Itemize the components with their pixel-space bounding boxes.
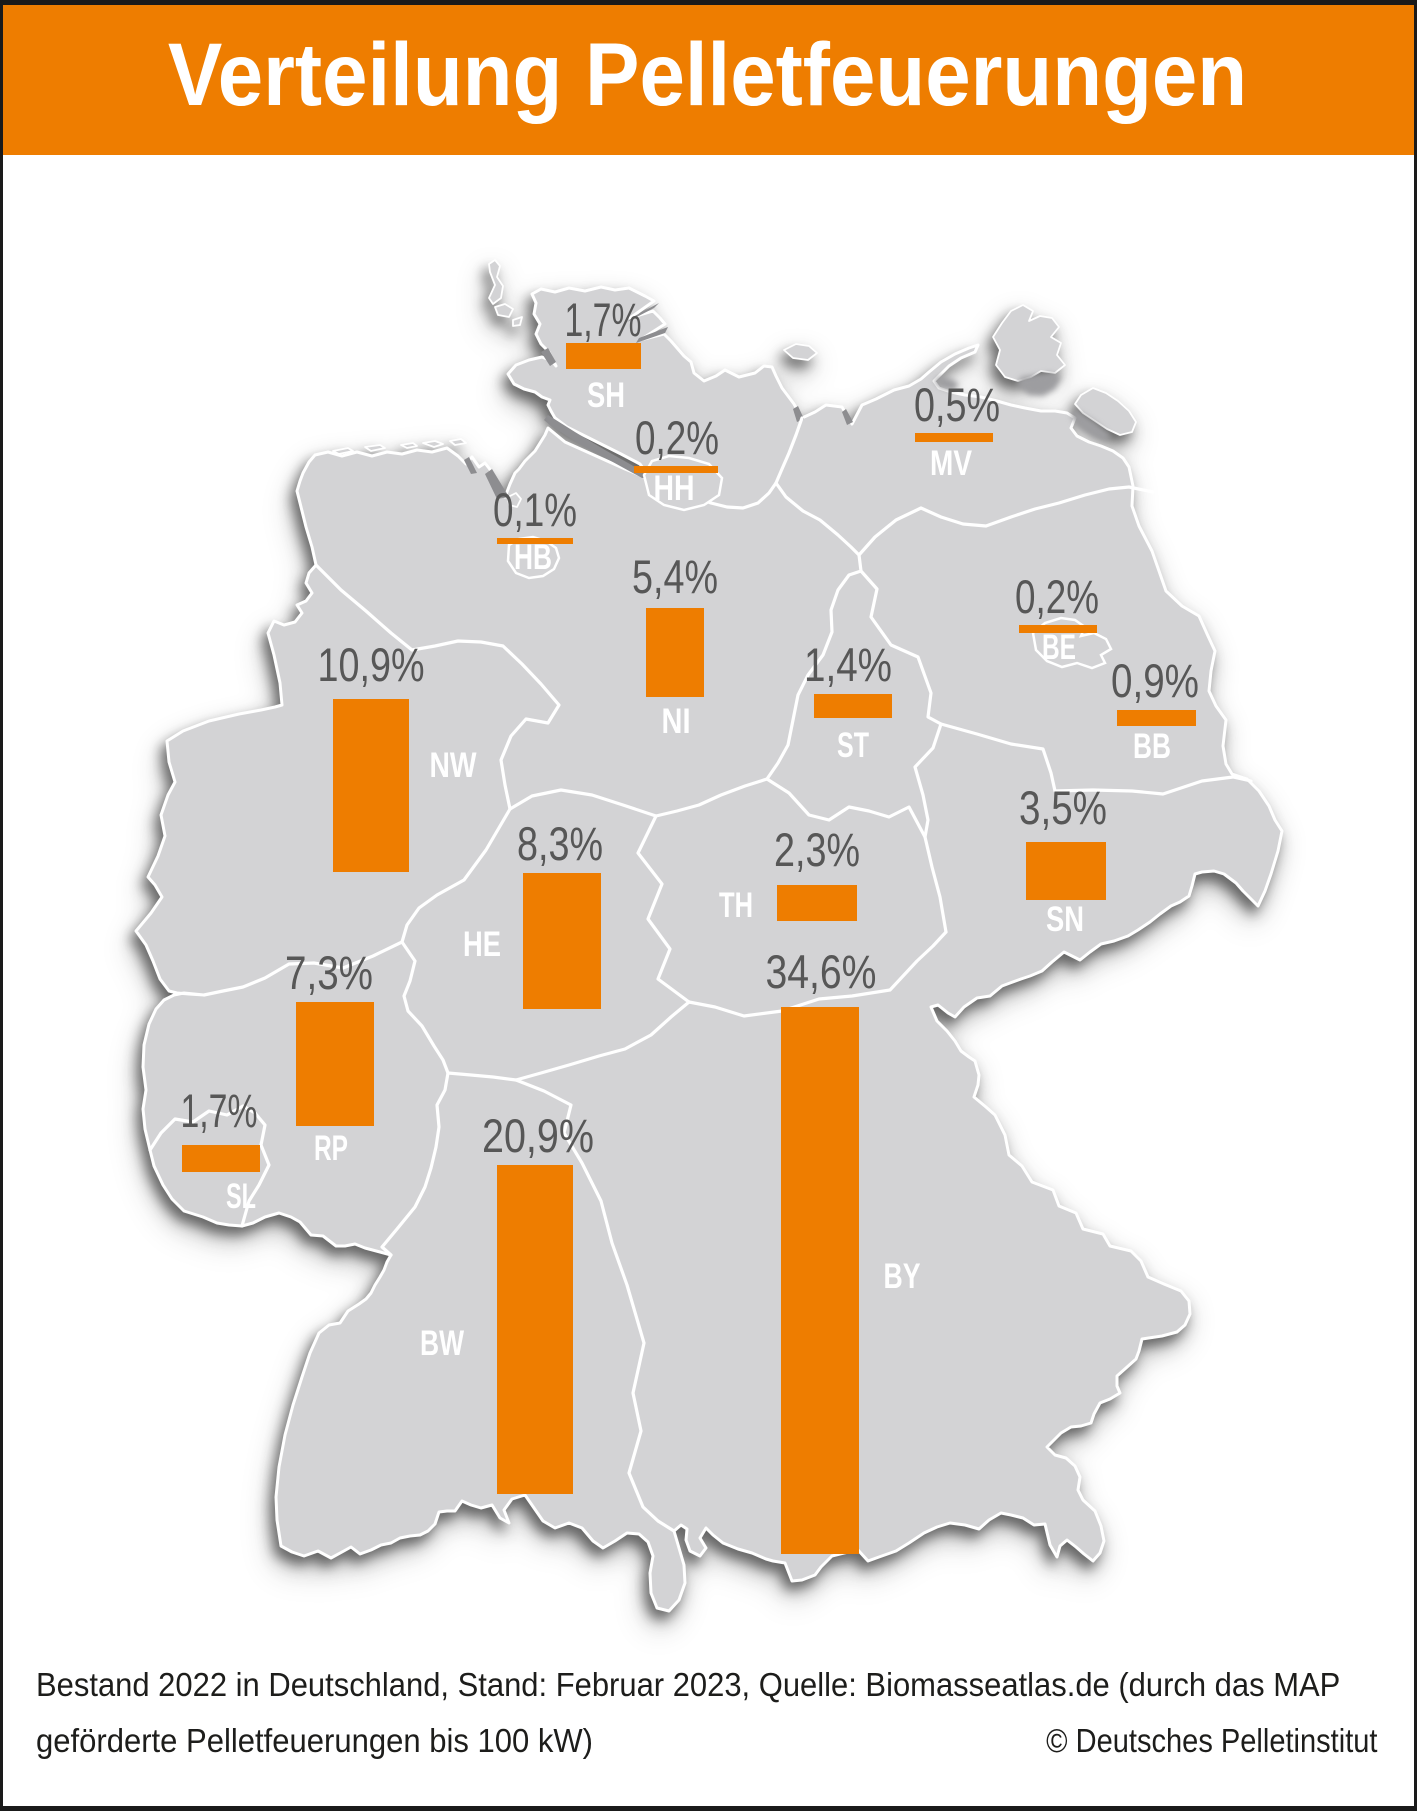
svg-text:SH: SH [587, 376, 625, 415]
svg-text:BB: BB [1133, 727, 1171, 766]
svg-text:1,7%: 1,7% [181, 1084, 258, 1137]
svg-text:HH: HH [654, 469, 695, 508]
svg-text:34,6%: 34,6% [766, 945, 877, 998]
svg-text:HE: HE [463, 925, 501, 964]
svg-text:5,4%: 5,4% [632, 550, 718, 603]
svg-text:7,3%: 7,3% [285, 946, 373, 999]
svg-text:HB: HB [514, 538, 552, 577]
svg-text:MV: MV [930, 444, 973, 483]
svg-text:SN: SN [1046, 900, 1084, 939]
svg-text:3,5%: 3,5% [1019, 781, 1107, 834]
svg-text:BY: BY [884, 1257, 921, 1296]
svg-text:2,3%: 2,3% [774, 823, 860, 876]
svg-text:0,2%: 0,2% [1015, 570, 1099, 623]
svg-text:20,9%: 20,9% [482, 1109, 594, 1162]
svg-text:NW: NW [430, 746, 477, 785]
svg-text:NI: NI [662, 702, 691, 741]
svg-text:BE: BE [1042, 628, 1076, 667]
svg-text:BW: BW [420, 1324, 464, 1363]
svg-text:SL: SL [226, 1177, 256, 1216]
svg-text:ST: ST [837, 726, 869, 765]
svg-text:RP: RP [314, 1129, 348, 1168]
svg-text:0,1%: 0,1% [493, 483, 577, 536]
svg-text:0,2%: 0,2% [635, 411, 719, 464]
svg-text:1,7%: 1,7% [565, 293, 642, 346]
svg-text:0,9%: 0,9% [1111, 654, 1199, 707]
svg-text:0,5%: 0,5% [914, 378, 1000, 431]
svg-text:TH: TH [719, 886, 753, 925]
svg-text:1,4%: 1,4% [804, 638, 892, 691]
svg-text:10,9%: 10,9% [318, 638, 425, 691]
svg-text:8,3%: 8,3% [517, 817, 603, 870]
